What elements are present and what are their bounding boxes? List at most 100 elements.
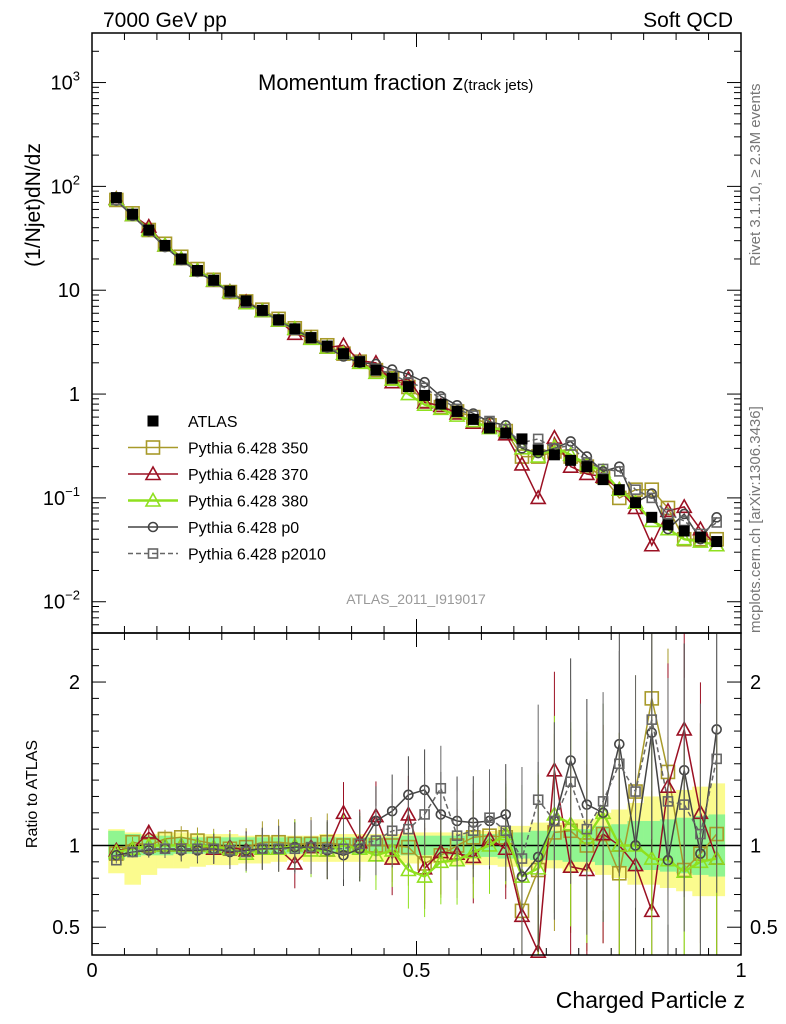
data-point-ATLAS [175, 253, 187, 265]
ratio-point-380 [643, 849, 661, 865]
legend: ATLAS Pythia 6.428 350 Pythia 6.428 370 Pyt… [128, 414, 326, 564]
data-point-ATLAS [597, 474, 609, 486]
main-plot-area [107, 190, 726, 552]
data-point-p2010 [646, 492, 658, 504]
ratio-point-p2010 [240, 846, 252, 858]
data-point-p2010 [678, 515, 690, 527]
data-point-ATLAS [305, 332, 317, 344]
data-point-380 [675, 530, 693, 546]
legend-marker-ATLAS [147, 415, 159, 427]
data-point-ATLAS [273, 314, 285, 326]
ratio-y-axis-label: Ratio to ATLAS [24, 740, 41, 848]
y-tick-label: 10−1 [43, 484, 80, 510]
ratio-point-p2010 [678, 799, 690, 810]
data-point-ATLAS [694, 531, 706, 543]
data-point-ATLAS [565, 454, 577, 466]
mcplots-reference-label: mcplots.cern.ch [arXiv:1306.3436] [747, 406, 764, 633]
data-point-ATLAS [419, 389, 431, 401]
data-point-350 [644, 482, 660, 497]
data-point-ATLAS [678, 525, 690, 537]
data-point-p2010 [662, 508, 674, 520]
data-point-p2010 [565, 440, 576, 451]
ratio-point-p2010 [338, 843, 349, 855]
legend-label-380: Pythia 6.428 380 [188, 494, 308, 511]
ratio-point-p2010 [305, 841, 317, 853]
legend-marker-380 [144, 491, 162, 507]
ratio-y-tick-label-right: 1 [750, 835, 761, 857]
ratio-y-tick-label-left: 1 [69, 835, 80, 857]
data-point-ATLAS [435, 398, 447, 410]
ratio-point-p2010 [662, 796, 674, 807]
data-point-ATLAS [532, 444, 544, 456]
data-point-ATLAS [711, 536, 723, 548]
ratio-point-p2010 [565, 776, 576, 788]
data-point-ATLAS [581, 461, 593, 473]
ratio-point-p2010 [597, 796, 609, 807]
data-point-ATLAS [516, 433, 528, 445]
ratio-point-p2010 [614, 758, 625, 770]
ratio-point-p2010 [111, 854, 122, 866]
ratio-y-tick-label-right: 0.5 [750, 917, 778, 939]
ratio-point-p2010 [467, 825, 479, 837]
ratio-y-tick-labels: 0.5 0.5 1 1 2 2 [52, 672, 778, 939]
ratio-point-p2010 [549, 815, 560, 827]
y-tick-label: 1 [69, 384, 80, 406]
data-point-ATLAS [370, 364, 382, 376]
data-point-370 [513, 455, 531, 471]
main-plot-panel: 10−2 10−1 1 10 102 103 Momentum fraction z(tr… [22, 32, 742, 634]
ratio-point-p2010 [435, 782, 447, 794]
y-tick-label: 10 [58, 280, 80, 302]
legend-marker-370 [144, 465, 162, 481]
data-point-ATLAS [662, 519, 674, 531]
legend-label-370: Pythia 6.428 370 [188, 467, 308, 484]
ratio-line-p2010 [115, 719, 718, 861]
ratio-point-p2010 [451, 830, 463, 841]
data-point-ATLAS [467, 413, 479, 425]
ratio-y-tick-label-right: 2 [750, 672, 761, 694]
ratio-line-p0 [116, 729, 718, 879]
main-title-variable: z [452, 70, 463, 95]
ratio-point-p2010 [646, 714, 658, 725]
data-point-ATLAS [451, 405, 463, 417]
x-tick-label: 1 [735, 960, 746, 982]
data-point-370 [578, 465, 596, 481]
ratio-point-p2010 [321, 843, 333, 855]
ratio-point-380 [432, 853, 450, 869]
data-point-ATLAS [646, 511, 658, 523]
main-title: Momentum fraction z(track jets) [258, 70, 533, 95]
data-point-ATLAS [354, 356, 366, 368]
data-point-ATLAS [321, 340, 333, 352]
ratio-point-p2010 [257, 843, 268, 855]
data-point-ATLAS [240, 295, 252, 307]
data-point-p2010 [614, 466, 625, 477]
data-point-380 [400, 385, 417, 401]
series-line-p0 [115, 200, 718, 541]
legend-marker-350 [145, 440, 161, 455]
data-point-380 [416, 396, 433, 411]
ratio-point-p2010 [516, 853, 528, 864]
main-axis-ticks [91, 32, 742, 634]
ratio-point-p2010 [175, 843, 187, 855]
data-point-ATLAS [630, 497, 642, 509]
ratio-point-p2010 [208, 843, 219, 855]
y-tick-label: 102 [51, 172, 80, 198]
header-category-label: Soft QCD [643, 9, 733, 32]
data-point-p2010 [597, 463, 609, 475]
data-point-370 [675, 498, 693, 514]
rivet-version-label: Rivet 3.1.10, ≥ 2.3M events [747, 84, 764, 267]
y-tick-label: 103 [51, 69, 80, 95]
legend-marker-p0 [147, 521, 159, 533]
ratio-plot-area [92, 633, 741, 959]
ratio-point-p2010 [224, 845, 236, 856]
series-line-350 [115, 199, 717, 540]
ratio-line-350 [115, 698, 718, 914]
main-y-tick-labels: 10−2 10−1 1 10 102 103 [43, 69, 80, 614]
ratio-point-p2010 [273, 843, 284, 855]
data-point-ATLAS [110, 192, 122, 204]
legend-label-p0: Pythia 6.428 p0 [188, 520, 299, 537]
ratio-point-p2010 [143, 843, 155, 855]
ratio-point-p2010 [354, 838, 366, 850]
ratio-plot-panel: 0.5 0.51 12 2 0 0.5 1 Ratio to ATLAS Charged … [24, 632, 778, 1013]
x-axis-label: Charged Particle z [556, 987, 745, 1013]
